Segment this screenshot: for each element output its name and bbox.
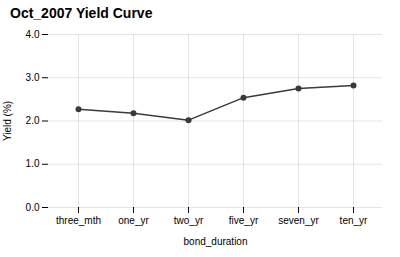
svg-text:Yield (%): Yield (%) (2, 101, 13, 141)
svg-text:3.0: 3.0 (26, 72, 40, 83)
svg-text:one_yr: one_yr (118, 215, 149, 226)
svg-text:three_mth: three_mth (56, 215, 101, 226)
svg-text:ten_yr: ten_yr (340, 215, 368, 226)
svg-text:2.0: 2.0 (26, 115, 40, 126)
svg-text:seven_yr: seven_yr (278, 215, 319, 226)
svg-text:0.0: 0.0 (26, 202, 40, 213)
html-text:Oct_2007 Yield Curve: Oct_2007 Yield Curve (10, 5, 153, 21)
svg-text:bond_duration: bond_duration (184, 236, 248, 247)
svg-text:two_yr: two_yr (174, 215, 204, 226)
svg-text:five_yr: five_yr (229, 215, 259, 226)
svg-text:4.0: 4.0 (26, 29, 40, 40)
svg-text:1.0: 1.0 (26, 158, 40, 169)
